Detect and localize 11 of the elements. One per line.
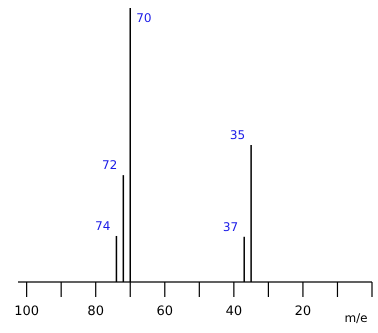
x-tick-label: 40 bbox=[226, 304, 242, 319]
x-tick-label: 80 bbox=[87, 304, 104, 319]
x-tick-label: 100 bbox=[14, 304, 40, 319]
annotation: 72 bbox=[102, 158, 118, 172]
annotation: 35 bbox=[230, 128, 246, 142]
annotation: 74 bbox=[95, 218, 110, 233]
annotation: 37 bbox=[222, 220, 238, 234]
x-tick-label: 60 bbox=[156, 304, 174, 319]
x-tick-label: 20 bbox=[294, 304, 312, 319]
annotation: 70 bbox=[136, 11, 152, 25]
x-axis-title: m/e bbox=[344, 311, 368, 325]
